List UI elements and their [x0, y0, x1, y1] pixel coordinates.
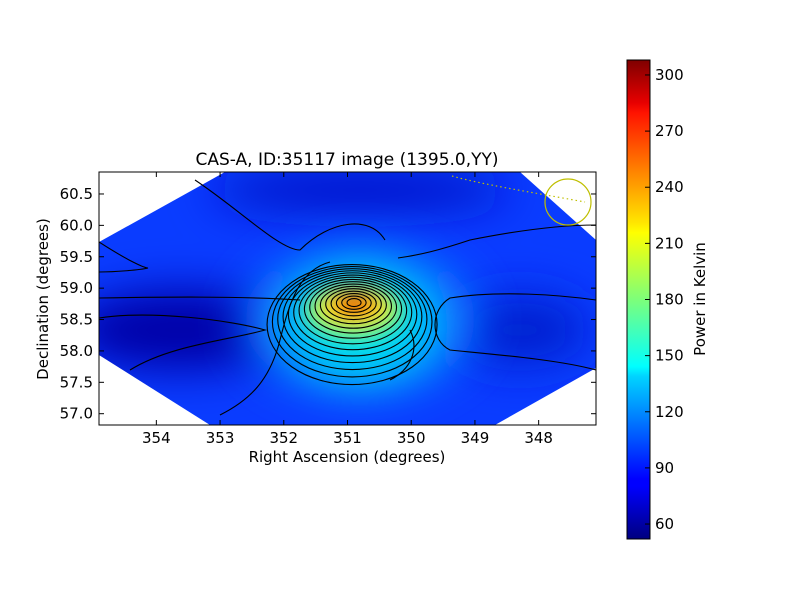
colorbar-tick-label: 180: [655, 291, 684, 309]
colorbar-tick-label: 240: [655, 178, 684, 196]
x-axis-label: Right Ascension (degrees): [249, 448, 446, 466]
contour-line: [266, 264, 438, 386]
contour-line: [298, 276, 408, 345]
y-tick-label: 57.0: [60, 405, 93, 423]
y-tick-label: 60.5: [60, 185, 93, 203]
contour-line: [397, 224, 596, 259]
beam-circle: [544, 178, 592, 226]
emission-core: [348, 298, 361, 307]
y-tick-label: 57.5: [60, 373, 93, 391]
contour-line: [282, 270, 423, 364]
x-tick-label: 348: [524, 429, 553, 447]
contour-line: [325, 288, 382, 321]
contour-line: [341, 295, 367, 310]
y-tick-label: 59.5: [60, 248, 93, 266]
contour-line: [219, 261, 331, 416]
contour-line: [434, 293, 596, 371]
contour-lines: [99, 179, 596, 416]
contour-line: [330, 290, 377, 317]
y-tick-label: 60.0: [60, 216, 93, 234]
x-tick-label: 351: [333, 429, 362, 447]
contour-line: [287, 272, 418, 357]
colorbar-tick-label: 60: [655, 515, 674, 533]
contour-line: [319, 285, 387, 325]
beam-trail: [451, 175, 586, 203]
contour-line: [309, 281, 398, 334]
x-tick-label: 353: [206, 429, 235, 447]
colorbar-tick-label: 150: [655, 347, 684, 365]
x-tick-label: 352: [269, 429, 298, 447]
contour-line: [293, 274, 413, 351]
chart-title: CAS-A, ID:35117 image (1395.0,YY): [195, 150, 498, 170]
y-axis-label: Declination (degrees): [34, 218, 52, 380]
contour-line: [346, 298, 362, 308]
image-dark-region-right: [450, 295, 590, 365]
y-axis-ticks: 57.0 57.5 58.0 58.5 59.0 59.5 60.0 60.5: [60, 185, 596, 423]
contour-line: [271, 266, 433, 378]
x-tick-label: 349: [461, 429, 490, 447]
y-tick-label: 58.0: [60, 342, 93, 360]
y-tick-label: 59.0: [60, 279, 93, 297]
plot-area: [99, 172, 596, 425]
colorbar-tick-label: 270: [655, 122, 684, 140]
image-dark-region-left: [99, 290, 290, 370]
colorbar-ticks: 60 90 120 150 180 210 240 270 300: [645, 66, 684, 533]
colorbar-tick-label: 210: [655, 234, 684, 252]
colorbar-tick-label: 120: [655, 403, 684, 421]
contour-line: [194, 179, 386, 251]
colorbar: 60 90 120 150 180 210 240 270 300 Power in Kelvi…: [626, 59, 709, 540]
contour-line: [314, 283, 393, 329]
x-tick-label: 350: [397, 429, 426, 447]
contour-line: [99, 241, 149, 273]
image-layer: [99, 172, 596, 425]
colorbar-tick-label: 90: [655, 459, 674, 477]
contour-line: [99, 314, 268, 371]
x-tick-label: 354: [142, 429, 171, 447]
contour-line: [335, 293, 372, 313]
x-axis-ticks: 354 353 352 351 350 349 348: [142, 172, 553, 447]
contour-line: [277, 268, 428, 371]
y-tick-label: 58.5: [60, 311, 93, 329]
colorbar-label: Power in Kelvin: [691, 242, 709, 356]
colorbar-tick-label: 300: [655, 66, 684, 84]
contour-line: [389, 329, 415, 381]
image-dark-region-top: [210, 172, 510, 212]
contour-line: [99, 296, 301, 301]
beam-marker: [451, 175, 592, 226]
contour-line: [303, 278, 403, 339]
